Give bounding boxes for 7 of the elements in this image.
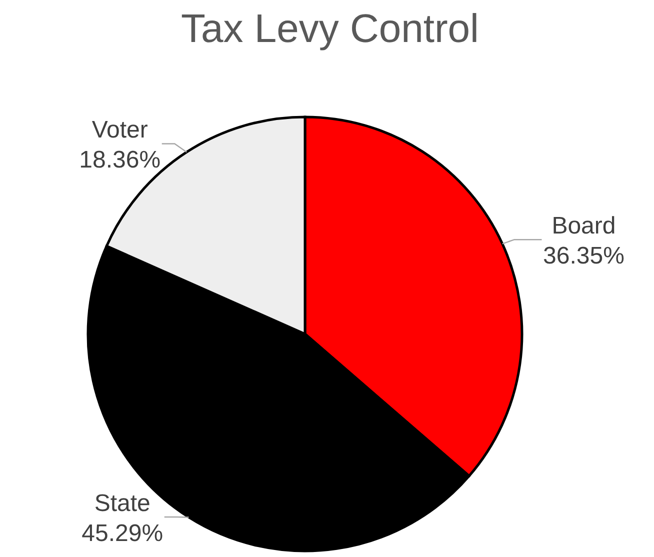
chart-title: Tax Levy Control: [181, 7, 479, 51]
slice-label: Voter: [92, 116, 148, 144]
data-label: 36.35%: [543, 242, 624, 270]
data-label: 45.29%: [82, 520, 164, 547]
data-label: 18.36%: [79, 146, 161, 174]
slice-label: State: [94, 490, 150, 517]
slice-label: Board: [552, 212, 616, 240]
